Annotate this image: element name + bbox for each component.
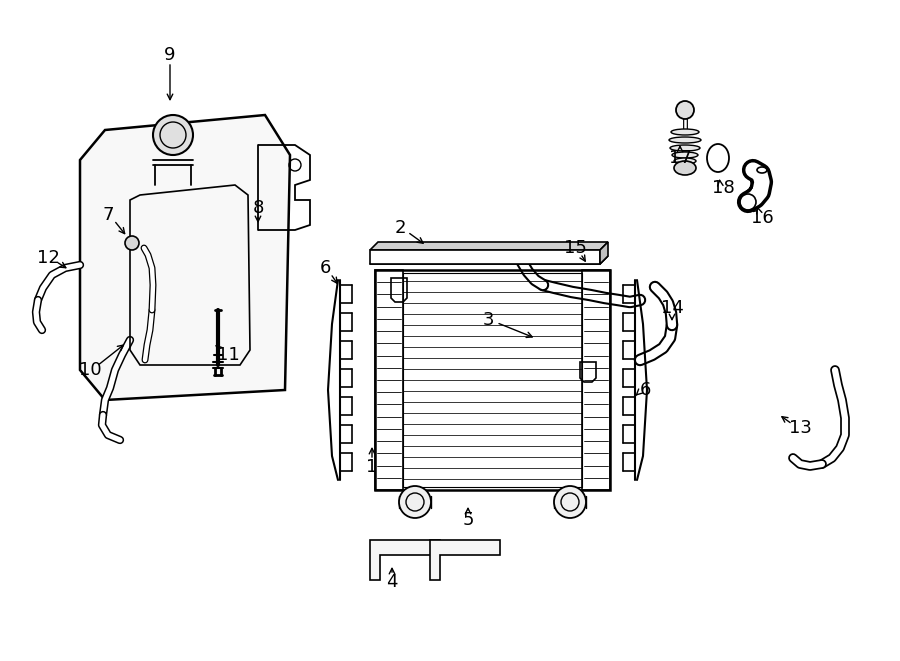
Polygon shape [370,242,608,250]
Text: 1: 1 [366,458,378,476]
Polygon shape [370,256,608,264]
Text: 8: 8 [252,199,264,217]
Circle shape [125,236,139,250]
Polygon shape [370,540,440,580]
Polygon shape [600,242,608,264]
Bar [375,270,610,490]
Polygon shape [430,540,500,580]
Text: 5: 5 [463,511,473,529]
Text: 12: 12 [37,249,59,267]
Ellipse shape [669,137,701,143]
Text: 6: 6 [320,259,330,277]
Text: 15: 15 [563,239,587,257]
Text: 7: 7 [103,206,113,224]
Text: 2: 2 [394,219,406,237]
Ellipse shape [672,152,698,158]
Text: 13: 13 [788,419,812,437]
Circle shape [153,115,193,155]
Polygon shape [80,115,290,400]
Text: 14: 14 [661,299,683,317]
Circle shape [554,486,586,518]
Bar [582,270,610,490]
Text: 16: 16 [751,209,773,227]
Bar [375,270,403,490]
Polygon shape [370,250,600,264]
Text: 10: 10 [78,361,102,379]
Ellipse shape [670,145,700,151]
Text: 4: 4 [386,573,398,591]
Circle shape [399,486,431,518]
Text: 17: 17 [669,149,691,167]
Text: 11: 11 [217,346,239,364]
Ellipse shape [671,129,699,135]
Bar [403,273,582,487]
Text: 9: 9 [164,46,176,64]
Text: 18: 18 [712,179,734,197]
Circle shape [676,101,694,119]
Ellipse shape [674,161,696,175]
Text: 6: 6 [639,381,651,399]
Ellipse shape [674,158,696,164]
Text: 3: 3 [482,311,494,329]
